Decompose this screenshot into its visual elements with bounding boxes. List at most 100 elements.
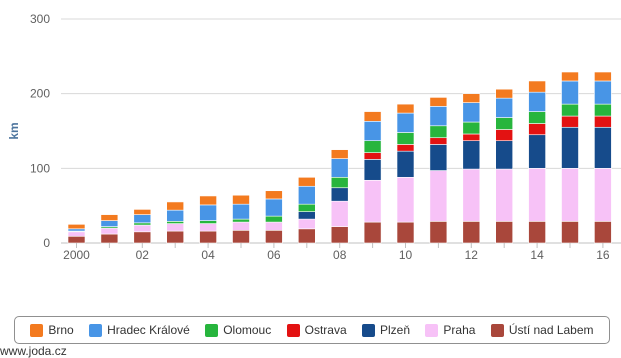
bar-segment[interactable] <box>561 221 579 244</box>
legend-item[interactable]: Ostrava <box>286 323 347 337</box>
bar-segment[interactable] <box>561 168 579 222</box>
bar-segment[interactable] <box>528 134 546 169</box>
bar-segment[interactable] <box>100 227 119 235</box>
bar-segment[interactable] <box>330 200 349 227</box>
bar-segment[interactable] <box>166 209 184 222</box>
bar-segment[interactable] <box>396 150 415 178</box>
bar-segment[interactable] <box>363 152 382 160</box>
bar-segment[interactable] <box>495 140 514 170</box>
bar-segment[interactable] <box>528 123 546 136</box>
bar-segment[interactable] <box>199 220 217 224</box>
bar-segment[interactable] <box>199 223 217 232</box>
bar-segment[interactable] <box>199 230 217 244</box>
bar-segment[interactable] <box>396 103 415 114</box>
bar-segment[interactable] <box>462 121 481 135</box>
bar-segment[interactable] <box>297 211 316 220</box>
legend-item[interactable]: Brno <box>30 323 74 337</box>
bar-segment[interactable] <box>133 224 152 233</box>
bar-segment[interactable] <box>232 230 250 244</box>
bar-segment[interactable] <box>594 103 612 117</box>
bar-segment[interactable] <box>429 144 448 171</box>
bar-segment[interactable] <box>100 214 119 221</box>
bar-segment[interactable] <box>133 222 152 226</box>
bar-segment[interactable] <box>495 97 514 118</box>
bar-segment[interactable] <box>429 125 448 139</box>
legend-item[interactable]: Ústí nad Labem <box>490 323 594 337</box>
bar-segment[interactable] <box>594 221 612 244</box>
bar-segment[interactable] <box>330 149 349 159</box>
bar-segment[interactable] <box>528 91 546 112</box>
bar-segment[interactable] <box>528 221 546 244</box>
bar-segment[interactable] <box>363 179 382 223</box>
bar-segment[interactable] <box>495 117 514 130</box>
bar-segment[interactable] <box>166 230 184 244</box>
bar-segment[interactable] <box>462 140 481 170</box>
legend-item[interactable]: Olomouc <box>205 323 271 337</box>
bar-segment[interactable] <box>528 111 546 124</box>
bar-segment[interactable] <box>528 168 546 222</box>
bar-segment[interactable] <box>528 80 546 93</box>
bar-segment[interactable] <box>363 120 382 142</box>
bar-segment[interactable] <box>67 228 86 232</box>
bar-segment[interactable] <box>133 214 152 224</box>
bar-segment[interactable] <box>363 159 382 181</box>
bar-segment[interactable] <box>297 218 316 230</box>
bar-segment[interactable] <box>396 144 415 152</box>
bar-segment[interactable] <box>594 168 612 222</box>
bar-segment[interactable] <box>330 226 349 244</box>
bar-segment[interactable] <box>297 176 316 187</box>
bar-segment[interactable] <box>166 221 184 224</box>
bar-segment[interactable] <box>561 71 579 82</box>
bar-segment[interactable] <box>67 235 86 244</box>
legend-item[interactable]: Praha <box>425 323 475 337</box>
bar-segment[interactable] <box>67 231 86 237</box>
bar-segment[interactable] <box>429 170 448 222</box>
bar-segment[interactable] <box>462 93 481 103</box>
bar-segment[interactable] <box>133 231 152 244</box>
bar-segment[interactable] <box>330 176 349 189</box>
bar-segment[interactable] <box>363 140 382 153</box>
bar-segment[interactable] <box>232 194 250 205</box>
bar-segment[interactable] <box>396 176 415 223</box>
bar-segment[interactable] <box>265 230 283 244</box>
bar-segment[interactable] <box>265 215 283 223</box>
legend-item[interactable]: Hradec Králové <box>89 323 190 337</box>
bar-segment[interactable] <box>297 228 316 244</box>
bar-segment[interactable] <box>594 80 612 105</box>
bar-segment[interactable] <box>133 209 152 215</box>
bar-segment[interactable] <box>100 233 119 244</box>
bar-segment[interactable] <box>330 158 349 178</box>
bar-segment[interactable] <box>462 221 481 244</box>
bar-segment[interactable] <box>330 187 349 202</box>
bar-segment[interactable] <box>594 126 612 169</box>
bar-segment[interactable] <box>199 204 217 221</box>
legend-item[interactable]: Plzeň <box>362 323 410 337</box>
bar-segment[interactable] <box>561 115 579 128</box>
bar-segment[interactable] <box>429 106 448 127</box>
bar-segment[interactable] <box>396 112 415 133</box>
bar-segment[interactable] <box>594 115 612 128</box>
bar-segment[interactable] <box>462 133 481 142</box>
bar-segment[interactable] <box>462 102 481 123</box>
bar-segment[interactable] <box>166 223 184 232</box>
bar-segment[interactable] <box>561 126 579 169</box>
bar-segment[interactable] <box>265 190 283 200</box>
bar-segment[interactable] <box>199 195 217 206</box>
bar-segment[interactable] <box>429 221 448 244</box>
bar-segment[interactable] <box>396 221 415 244</box>
bar-segment[interactable] <box>561 80 579 105</box>
bar-segment[interactable] <box>429 137 448 145</box>
bar-segment[interactable] <box>232 221 250 231</box>
bar-segment[interactable] <box>363 111 382 122</box>
bar-segment[interactable] <box>429 97 448 107</box>
bar-segment[interactable] <box>166 201 184 211</box>
bar-segment[interactable] <box>67 224 86 230</box>
bar-segment[interactable] <box>363 221 382 244</box>
bar-segment[interactable] <box>495 88 514 99</box>
bar-segment[interactable] <box>594 71 612 82</box>
bar-segment[interactable] <box>232 218 250 223</box>
bar-segment[interactable] <box>265 221 283 231</box>
bar-segment[interactable] <box>297 185 316 205</box>
bar-segment[interactable] <box>265 198 283 217</box>
bar-segment[interactable] <box>232 203 250 220</box>
